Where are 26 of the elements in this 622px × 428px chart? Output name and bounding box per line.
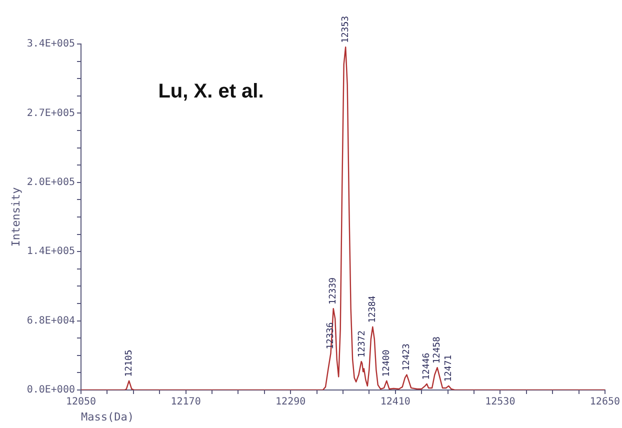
annotation: 12339	[328, 277, 339, 305]
x-tick-label: 12170	[170, 396, 201, 408]
annotation: 12446	[422, 352, 432, 380]
y-tick-label: 3.4E+005	[26, 38, 75, 50]
annotation: Lu, X. et al.	[158, 80, 264, 103]
x-tick-label: 12650	[590, 396, 620, 408]
annotation: 12336	[326, 322, 336, 350]
x-tick-label: 12530	[485, 396, 516, 408]
x-axis-title: Mass(Da)	[81, 410, 134, 424]
annotation: 12372	[358, 330, 368, 358]
annotation: 12471	[444, 354, 454, 382]
annotation: 12423	[402, 344, 412, 371]
x-tick-label: 12050	[66, 396, 96, 408]
annotation: 12105	[124, 350, 134, 377]
annotation: 12458	[432, 336, 443, 364]
annotation: 12353	[340, 16, 351, 44]
x-tick-label: 12290	[276, 396, 306, 408]
annotation: 12400	[382, 350, 392, 377]
y-axis-title: Intensity	[9, 186, 22, 247]
y-tick-label: 2.0E+005	[26, 176, 75, 188]
x-tick-label: 12410	[380, 396, 410, 408]
y-tick-label: 0.0E+000	[26, 384, 75, 396]
y-tick-label: 2.7E+005	[26, 108, 75, 119]
y-tick-label: 1.4E+005	[26, 246, 75, 258]
annotation: 12384	[368, 296, 378, 323]
y-tick-label: 6.8E+004	[26, 315, 75, 326]
